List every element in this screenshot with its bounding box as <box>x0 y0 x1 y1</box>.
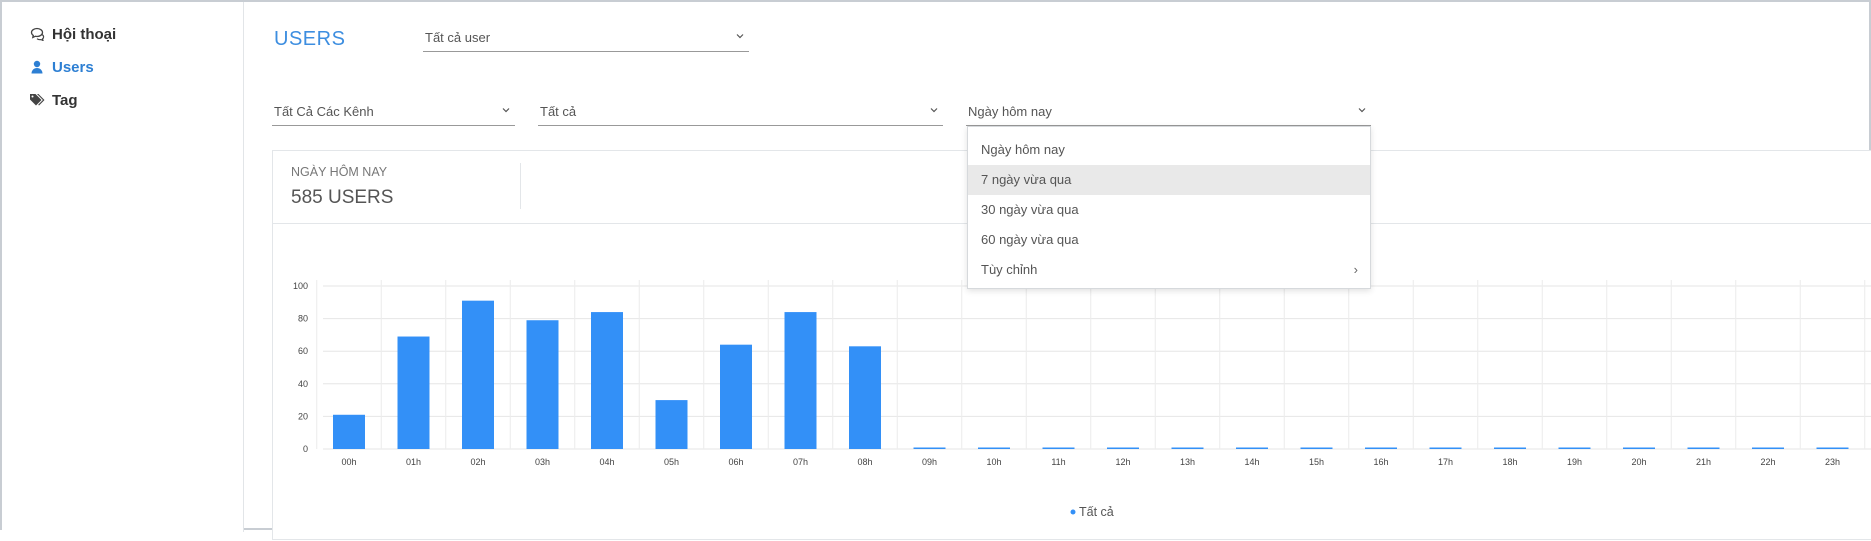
bar-03h <box>526 320 559 449</box>
bar-22h <box>1752 447 1784 449</box>
user-filter-value: Tất cả user <box>425 30 491 45</box>
bar-15h <box>1300 447 1333 449</box>
channel-select[interactable]: Tất Cả Các Kênh <box>272 102 515 126</box>
x-tick-label: 09h <box>922 457 937 467</box>
dropdown-option-custom[interactable]: Tùy chỉnh › <box>968 255 1370 285</box>
x-tick-label: 08h <box>857 457 872 467</box>
bar-06h <box>720 344 752 449</box>
users-bar-chart: 0 20 40 60 80 100 00h 01h 02h 03h 04h 05h 06h 07h 08h 0… <box>293 280 1871 519</box>
sidebar-item-label: Hội thoại <box>52 25 117 43</box>
y-tick-label: 0 <box>303 444 308 454</box>
option-label: 7 ngày vừa qua <box>981 172 1072 187</box>
sidebar-item-tag[interactable]: Tag <box>28 88 78 112</box>
bar-08h <box>849 346 881 449</box>
bar-20h <box>1623 447 1655 449</box>
bar-21h <box>1687 447 1720 449</box>
sidebar-item-label: Users <box>52 58 94 76</box>
bar-10h <box>978 447 1010 449</box>
legend-label: Tất cả <box>1079 505 1114 519</box>
x-tick-label: 23h <box>1825 457 1840 467</box>
bar-12h <box>1107 447 1139 449</box>
option-label: Ngày hôm nay <box>981 142 1065 157</box>
x-tick-label: 16h <box>1373 457 1388 467</box>
bar-04h <box>591 312 623 449</box>
user-filter-select[interactable]: Tất cả user <box>423 28 749 52</box>
chevron-right-icon: › <box>1353 262 1358 277</box>
x-tick-label: 17h <box>1438 457 1453 467</box>
dropdown-option-60-days[interactable]: 60 ngày vừa qua <box>968 225 1370 255</box>
x-tick-label: 21h <box>1696 457 1711 467</box>
bar-11h <box>1042 447 1075 449</box>
secondary-filter-select[interactable]: Tất cả <box>538 102 943 126</box>
y-tick-label: 100 <box>293 281 308 291</box>
dropdown-option-30-days[interactable]: 30 ngày vừa qua <box>968 195 1370 225</box>
x-tick-label: 13h <box>1180 457 1195 467</box>
secondary-filter-value: Tất cả <box>540 104 577 119</box>
x-tick-label: 11h <box>1051 457 1065 467</box>
channel-value: Tất Cả Các Kênh <box>274 104 374 119</box>
x-tick-label: 10h <box>986 457 1001 467</box>
stat-value: 585 USERS <box>291 187 394 208</box>
bar-02h <box>462 300 494 449</box>
x-tick-label: 20h <box>1631 457 1646 467</box>
dropdown-option-7-days[interactable]: 7 ngày vừa qua <box>968 165 1370 195</box>
x-tick-label: 06h <box>728 457 743 467</box>
page-title: USERS <box>274 28 346 50</box>
y-tick-label: 20 <box>298 411 308 421</box>
y-tick-label: 80 <box>298 314 308 324</box>
date-range-select[interactable]: Ngày hôm nay <box>966 102 1371 126</box>
stat-divider <box>520 163 521 209</box>
x-tick-label: 04h <box>599 457 614 467</box>
x-tick-label: 02h <box>470 457 485 467</box>
tag-icon <box>28 93 46 107</box>
x-tick-label: 18h <box>1502 457 1517 467</box>
bar-17h <box>1429 447 1462 449</box>
x-tick-label: 15h <box>1309 457 1324 467</box>
option-label: Tùy chỉnh <box>981 262 1038 277</box>
option-label: 30 ngày vừa qua <box>981 202 1079 217</box>
x-tick-label: 19h <box>1567 457 1582 467</box>
sidebar-item-conversations[interactable]: Hội thoại <box>28 22 116 46</box>
y-tick-label: 40 <box>298 379 308 389</box>
chevron-down-icon <box>736 34 744 39</box>
user-icon <box>28 60 46 74</box>
bar-09h <box>913 447 946 449</box>
x-tick-label: 22h <box>1760 457 1775 467</box>
x-tick-label: 01h <box>406 457 421 467</box>
dropdown-option-today[interactable]: Ngày hôm nay <box>968 135 1370 165</box>
bar-18h <box>1494 447 1526 449</box>
option-label: 60 ngày vừa qua <box>981 232 1079 247</box>
sidebar: Hội thoại Users Tag <box>2 2 244 532</box>
y-tick-label: 60 <box>298 346 308 356</box>
bar-23h <box>1816 447 1849 449</box>
bar-16h <box>1365 447 1397 449</box>
x-tick-label: 14h <box>1244 457 1259 467</box>
date-range-dropdown: Ngày hôm nay 7 ngày vừa qua 30 ngày vừa … <box>967 126 1371 289</box>
x-tick-label: 00h <box>341 457 356 467</box>
x-tick-label: 12h <box>1115 457 1130 467</box>
bar-19h <box>1558 447 1591 449</box>
chat-icon <box>28 27 46 41</box>
sidebar-item-users[interactable]: Users <box>28 55 94 79</box>
bar-07h <box>784 312 817 449</box>
x-tick-label: 03h <box>535 457 550 467</box>
chevron-down-icon <box>502 108 510 113</box>
bar-13h <box>1171 447 1204 449</box>
bar-05h <box>655 400 688 449</box>
chevron-down-icon <box>1358 108 1366 113</box>
chevron-down-icon <box>930 108 938 113</box>
legend-marker <box>1070 509 1076 515</box>
date-range-value: Ngày hôm nay <box>968 104 1052 119</box>
stat-label: NGÀY HÔM NAY <box>291 165 388 179</box>
sidebar-item-label: Tag <box>52 91 78 109</box>
x-tick-label: 05h <box>664 457 679 467</box>
x-tick-label: 07h <box>793 457 808 467</box>
bar-14h <box>1236 447 1268 449</box>
bar-01h <box>397 336 430 449</box>
bar-00h <box>333 414 365 449</box>
